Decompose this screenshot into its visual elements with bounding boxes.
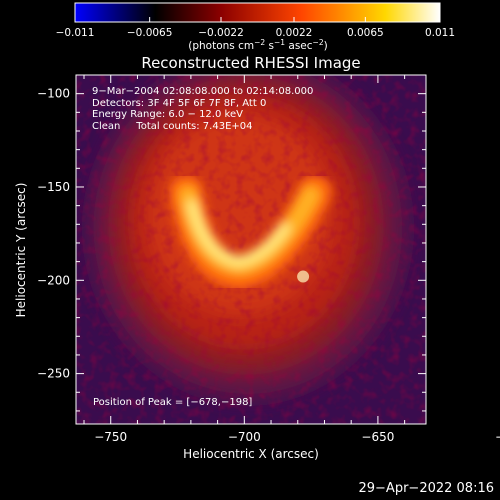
colorbar-bar [74,2,441,23]
colorbar-tick-label: 0.011 [425,27,455,39]
y-tick-label: −150 [37,180,70,194]
annotation-method: Clean [92,120,121,132]
colorbar: −0.011 −0.0065 −0.0022 0.0022 0.0065 0.011 (p… [56,2,455,52]
x-tick-label: −600 [495,430,500,444]
annotation-detectors: Detectors: 3F 4F 5F 6F 7F 8F, Att 0 [92,97,267,109]
annotation-method-line: Clean Total counts: 7.43E+04 [92,121,313,133]
peak-core [297,270,310,283]
peak-marker [297,270,310,283]
annotation-block: 9−Mar−2004 02:08:08.000 to 02:14:08.000 D… [92,86,313,132]
x-axis-label: Heliocentric X (arcsec) [183,447,319,461]
annotation-energy: Energy Range: 6.0 − 12.0 keV [92,109,243,120]
x-axis: −750 −700 −650 −600 [83,75,500,444]
x-tick-label: −650 [361,430,394,444]
y-tick-label: −250 [37,367,70,381]
colorbar-unit-label: (photons cm−2 s−1 asec−2) [188,38,327,52]
plot-frame [75,74,427,425]
y-axis: −100 −150 −200 −250 [37,74,426,412]
annotation-time-range: 9−Mar−2004 02:08:08.000 to 02:14:08.000 [92,86,314,97]
annotation-counts: Total counts: 7.43E+04 [136,120,253,132]
y-tick-label: −100 [37,87,70,101]
colorbar-tick-label: −0.0065 [127,27,173,39]
colorbar-tick-label: −0.0022 [198,27,244,39]
footer-timestamp: 29−Apr−2022 08:16 [358,481,495,496]
colorbar-tick-label: 0.0022 [276,27,313,39]
y-tick-label: −200 [37,273,70,287]
peak-position-label: Position of Peak = [−678,−198] [93,397,253,408]
x-tick-label: −750 [94,430,127,444]
colorbar-ticks: −0.011 −0.0065 −0.0022 0.0022 0.0065 0.011 [56,17,455,39]
image-noise [76,75,426,424]
x-tick-label: −700 [228,430,261,444]
colorbar-tick-label: 0.0065 [347,27,384,39]
chart-title: Reconstructed RHESSI Image [141,54,360,72]
bright-v-source [169,175,332,290]
image-area [76,75,426,424]
y-axis-label: Heliocentric Y (arcsec) [14,183,28,318]
colorbar-tick-label: −0.011 [56,27,95,39]
